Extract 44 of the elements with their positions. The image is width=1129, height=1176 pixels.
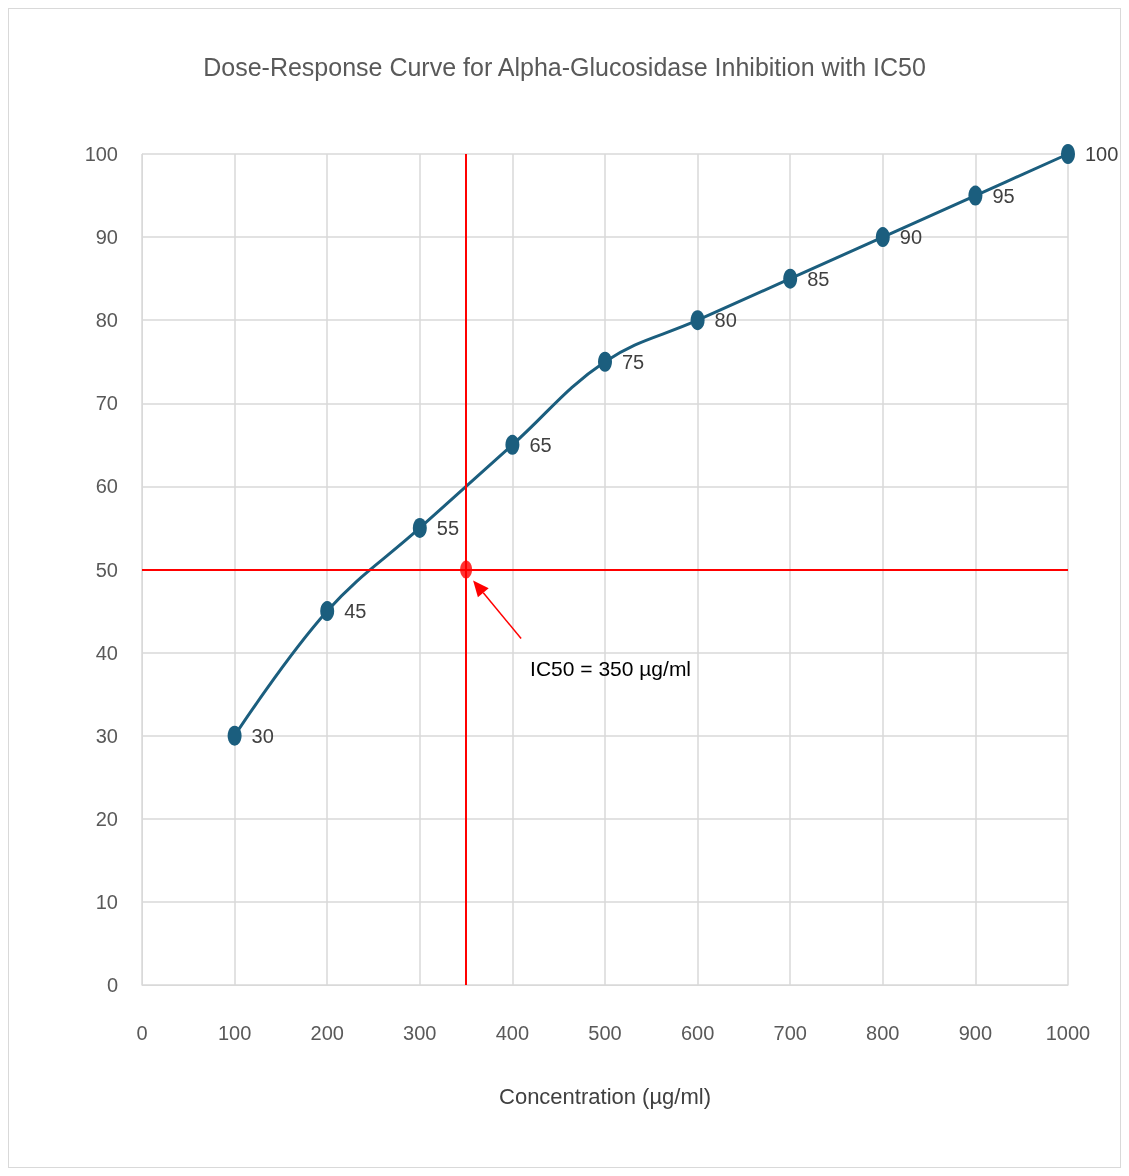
x-tick-label: 200 bbox=[310, 1022, 344, 1044]
y-tick-label: 0 bbox=[106, 974, 118, 996]
point bbox=[690, 310, 705, 331]
data-label: 80 bbox=[714, 309, 737, 332]
x-tick-label: 600 bbox=[680, 1022, 715, 1044]
point bbox=[320, 601, 335, 622]
y-tick-label: 60 bbox=[95, 475, 118, 498]
data-label: 75 bbox=[622, 350, 645, 373]
y-tick-label: 20 bbox=[95, 807, 118, 830]
data-label: 85 bbox=[807, 267, 830, 290]
data-label: 30 bbox=[251, 724, 274, 747]
x-tick-label: 400 bbox=[495, 1022, 530, 1044]
x-tick-label: 100 bbox=[217, 1022, 252, 1044]
x-tick-label: 300 bbox=[403, 1022, 437, 1044]
chart-title: Dose-Response Curve for Alpha-Glucosidase Inhibition with IC50 bbox=[203, 52, 926, 81]
x-tick-label: 1000 bbox=[1045, 1022, 1091, 1044]
data-label: 90 bbox=[899, 226, 923, 249]
x-tick-label: 800 bbox=[866, 1022, 900, 1044]
y-tick-label: 40 bbox=[95, 641, 118, 664]
x-tick-label: 0 bbox=[136, 1022, 148, 1044]
data-label: 100 bbox=[1085, 143, 1119, 165]
data-label: 95 bbox=[992, 184, 1015, 207]
annotation: IC50 = 350 µg/ml bbox=[530, 656, 692, 680]
y-tick-label: 10 bbox=[95, 890, 118, 913]
y-tick-label: 100 bbox=[84, 143, 118, 165]
point bbox=[783, 268, 798, 289]
data-label: 55 bbox=[436, 516, 460, 539]
point bbox=[412, 517, 427, 538]
point bbox=[875, 227, 890, 248]
data-label: 45 bbox=[344, 600, 367, 623]
x-tick-label: 500 bbox=[588, 1022, 622, 1044]
x-tick-label: 700 bbox=[773, 1022, 807, 1044]
y-tick-label: 70 bbox=[95, 392, 118, 415]
x-tick-label: 900 bbox=[958, 1022, 993, 1044]
point bbox=[505, 434, 520, 455]
data-label: 65 bbox=[529, 433, 552, 456]
point bbox=[227, 725, 242, 746]
x-axis-title: Concentration (µg/ml) bbox=[499, 1083, 711, 1109]
point bbox=[968, 185, 983, 206]
y-tick-label: 80 bbox=[95, 309, 118, 332]
point bbox=[1061, 144, 1075, 164]
y-tick-label: 90 bbox=[95, 226, 118, 249]
y-tick-label: 50 bbox=[95, 558, 118, 581]
y-tick-label: 30 bbox=[95, 724, 118, 747]
